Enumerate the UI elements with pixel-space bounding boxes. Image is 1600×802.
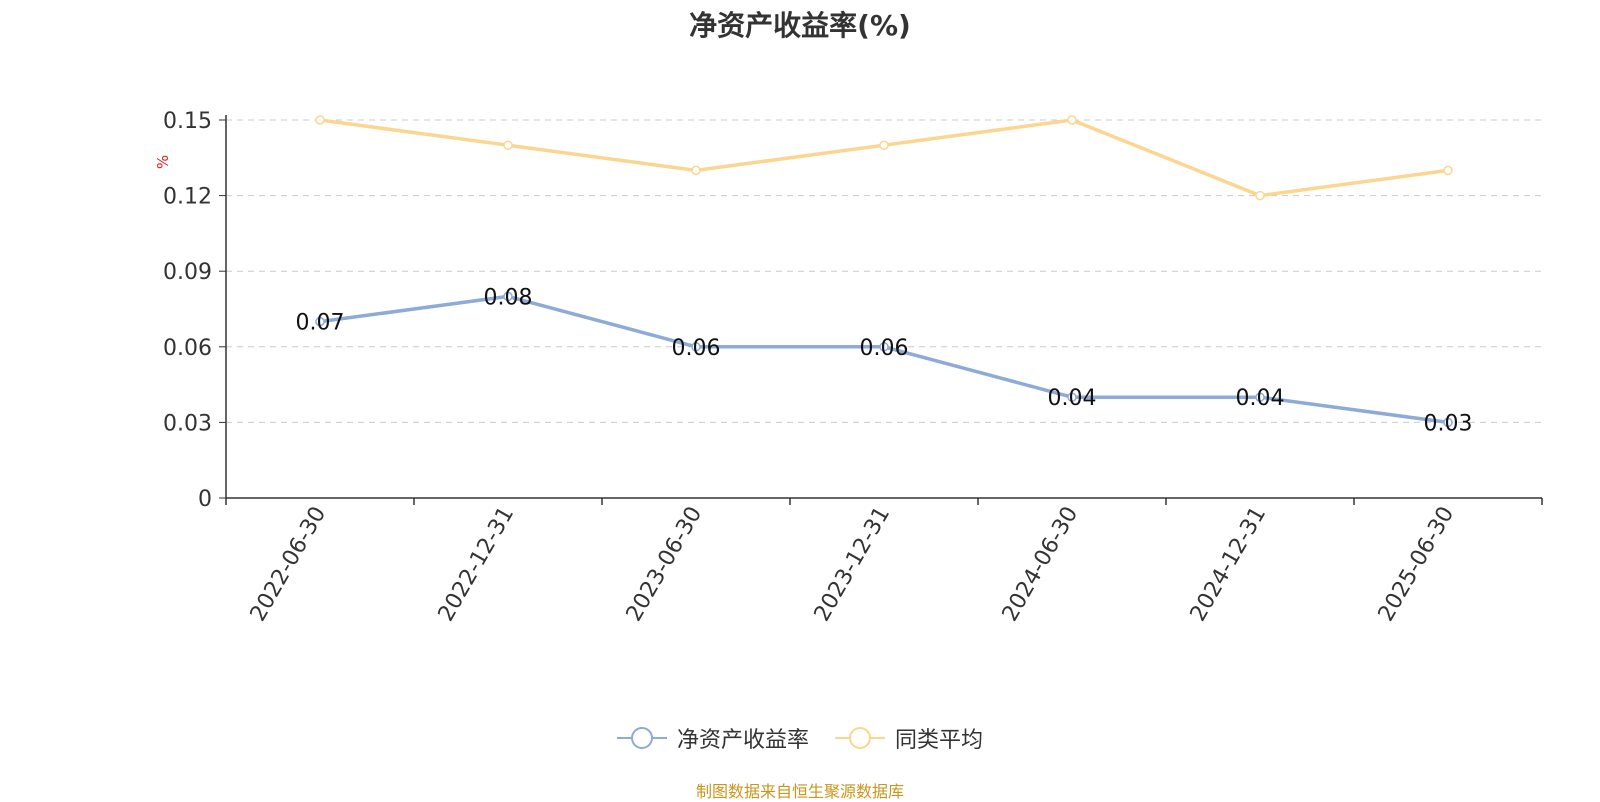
series-2-point bbox=[1067, 115, 1077, 125]
series-2-point bbox=[691, 165, 701, 176]
data-label: 0.04 bbox=[1236, 386, 1285, 411]
legend-item-series-2[interactable]: 同类平均 bbox=[835, 722, 983, 754]
series-1-point bbox=[879, 342, 889, 352]
x-tick-label: 2024-12-31 bbox=[1186, 503, 1272, 626]
y-tick-label: 0.15 bbox=[163, 109, 212, 134]
y-tick-label: 0.03 bbox=[163, 411, 212, 436]
series-line-2 bbox=[319, 118, 1449, 198]
data-label: 0.04 bbox=[1048, 386, 1097, 411]
data-label: 0.06 bbox=[860, 336, 909, 361]
series-1-point bbox=[315, 316, 325, 327]
y-tick-label: 0.06 bbox=[163, 336, 212, 361]
data-label: 0.08 bbox=[484, 285, 533, 310]
series-2-point bbox=[503, 140, 513, 150]
series-1-point bbox=[1067, 392, 1077, 402]
x-tick-label: 2024-06-30 bbox=[998, 503, 1084, 626]
data-label: 0.07 bbox=[296, 311, 345, 336]
series-1-point bbox=[1443, 417, 1453, 428]
x-tick-label: 2022-12-31 bbox=[434, 503, 520, 626]
series-2-point bbox=[315, 115, 325, 125]
legend-marker-series-2 bbox=[835, 727, 885, 749]
series-2-point bbox=[1443, 165, 1453, 176]
x-tick-label: 2023-06-30 bbox=[622, 503, 708, 626]
series-1-point bbox=[1255, 392, 1265, 402]
source-note: 制图数据来自恒生聚源数据库 bbox=[695, 782, 904, 801]
legend: 净资产收益率 同类平均 bbox=[0, 722, 1600, 754]
legend-marker-series-1 bbox=[616, 727, 667, 749]
y-tick-label: 0.09 bbox=[163, 260, 212, 285]
y-tick-label: 0 bbox=[198, 487, 212, 512]
data-label: 0.03 bbox=[1424, 411, 1473, 436]
chart-title: 净资产收益率(%) bbox=[689, 9, 911, 42]
y-tick-label: 0.12 bbox=[163, 185, 212, 210]
legend-label-series-2: 同类平均 bbox=[895, 728, 984, 753]
legend-label-series-1: 净资产收益率 bbox=[676, 728, 809, 753]
data-label: 0.06 bbox=[672, 336, 721, 361]
series-1-point bbox=[503, 291, 513, 302]
series-2-point bbox=[1255, 190, 1265, 201]
x-tick-label: 2023-12-31 bbox=[810, 503, 896, 626]
y-axis-unit-label: % bbox=[154, 155, 172, 169]
series-1-point bbox=[691, 342, 701, 352]
legend-item-series-1[interactable]: 净资产收益率 bbox=[616, 722, 809, 754]
series-2-point bbox=[879, 140, 889, 150]
x-tick-label: 2025-06-30 bbox=[1374, 503, 1460, 626]
x-tick-label: 2022-06-30 bbox=[246, 503, 332, 626]
